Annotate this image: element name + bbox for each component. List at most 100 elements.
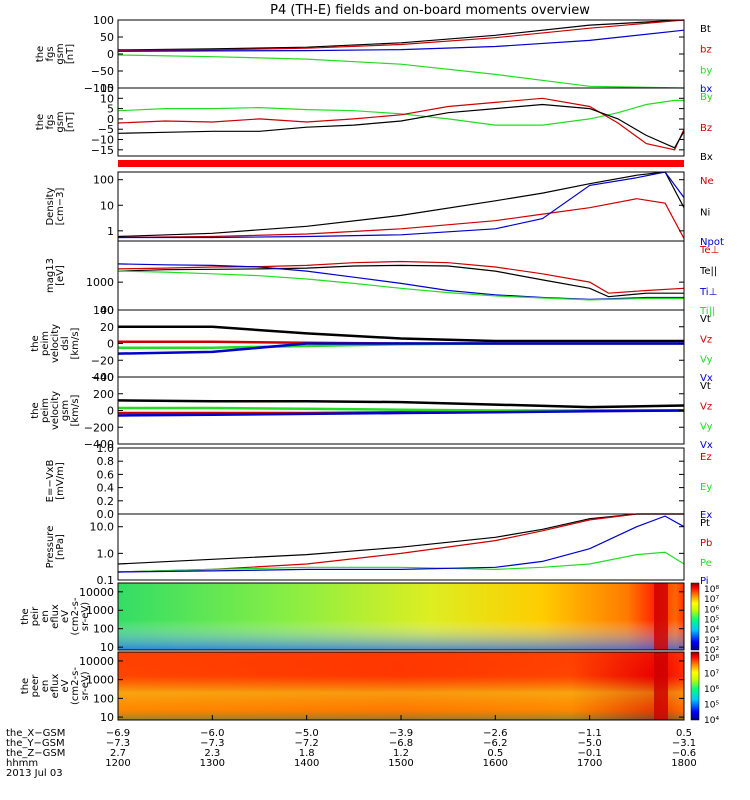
y-axis-label-line: [km/s] — [70, 327, 81, 359]
x-row-value: 1800 — [671, 758, 696, 769]
x-row-value: −6.2 — [483, 738, 507, 749]
colorbar-tick-label: 10³ — [704, 636, 719, 646]
legend-entry-bz: bz — [700, 45, 712, 56]
y-axis-label-line: peim — [40, 331, 51, 356]
y-axis-label-line: [km/s] — [70, 394, 81, 426]
y-tick-label: −50 — [91, 65, 114, 78]
legend-entry-Npot: Npot — [700, 237, 724, 248]
legend-entry-Vt: Vt — [700, 314, 711, 325]
series-line-Pb — [117, 513, 684, 573]
y-tick-label: −5 — [98, 123, 114, 136]
y-axis-label-line: (cm2-s- — [70, 667, 81, 705]
x-row-value: 2.3 — [204, 748, 220, 759]
y-tick-label: 50 — [100, 31, 114, 44]
colorbar-tick-label: 10⁷ — [704, 595, 719, 605]
series-line-Ni — [117, 171, 685, 238]
y-tick-label: 10 — [100, 711, 114, 724]
x-row-label: the_Y−GSM — [6, 738, 65, 749]
y-axis-label-line: mag13 — [45, 258, 56, 293]
series-line-Pe — [117, 551, 685, 573]
y-axis-label-line: E=−VxB — [45, 460, 56, 503]
y-axis-label-line: [nT] — [65, 44, 76, 64]
y-axis-label-line: the — [30, 335, 41, 351]
y-tick-label: 200 — [93, 388, 114, 401]
colorbar-tick-label: 10⁷ — [704, 670, 719, 680]
y-tick-label: 0.1 — [97, 574, 115, 587]
panel-frame — [117, 87, 685, 157]
y-tick-label: 10000 — [79, 586, 114, 599]
legend-entry-Ti⊥: Ti⊥ — [699, 287, 717, 298]
y-tick-label: −10 — [91, 134, 114, 147]
panel-peim_velocity_gsm: 400 200 0 −200 −400 the peim velocity gsm [km/s] V… — [30, 371, 713, 451]
y-tick-label: −400 — [84, 438, 114, 451]
panel-fgs_gse: 100 50 0 −50 −100 the fgs gsm [nT] Bt bz by bx — [35, 14, 712, 95]
legend-entry-Te||: Te|| — [699, 266, 717, 277]
y-tick-label: 1.0 — [97, 442, 115, 455]
x-row-value: −6.9 — [106, 728, 130, 739]
legend-entry-Vx: Vx — [700, 440, 713, 451]
y-tick-label: 15 — [100, 82, 114, 95]
x-row-value: 0.5 — [676, 728, 692, 739]
x-row-value: −0.6 — [672, 748, 696, 759]
series-line-Bx — [117, 103, 685, 149]
x-row-value: 2.7 — [110, 748, 126, 759]
y-axis-label-line: fgs — [45, 114, 56, 129]
x-row-label: the_Z−GSM — [6, 748, 65, 759]
panel-temperature: 1000 100 mag13 [eV] Te⊥ Te|| Ti⊥ Ti|| — [45, 240, 719, 317]
x-row-value: −2.6 — [483, 728, 507, 739]
legend-entry-Ex: Ex — [700, 510, 712, 521]
y-tick-label: 100 — [93, 304, 114, 317]
series-line-Bt — [117, 19, 685, 51]
legend-entry-Vy: Vy — [700, 422, 713, 433]
y-axis-label-line: gsm — [60, 400, 71, 421]
y-tick-label: −20 — [91, 354, 114, 367]
y-axis-label-line: sr-eV) — [80, 602, 91, 631]
x-row-value: 1200 — [105, 758, 130, 769]
figure-title: P4 (TH-E) fields and on-board moments ov… — [270, 3, 590, 18]
y-axis-label-line: the — [35, 46, 46, 62]
y-tick-label: −40 — [91, 371, 114, 384]
x-row-value: −1.1 — [578, 728, 602, 739]
y-tick-label: 1.0 — [97, 547, 115, 560]
legend-entry-Bz: Bz — [700, 123, 712, 134]
series-line-Te⊥ — [117, 260, 685, 294]
y-axis-label-line: peim — [40, 398, 51, 423]
series-line-bx — [117, 29, 685, 52]
series-line-By — [117, 99, 684, 126]
legend-entry-Te⊥: Te⊥ — [699, 245, 719, 256]
series-line-Vt — [117, 399, 685, 409]
y-tick-label: 40 — [100, 304, 114, 317]
colorbar-tick-label: 10⁶ — [704, 605, 719, 615]
panel-pressure: 10.0 1.0 0.1 Pressure [nPa] Pt Pb Pe Pi — [45, 513, 712, 587]
heatmap-band — [654, 652, 668, 720]
colorbar-tick-label: 10⁸ — [704, 654, 719, 664]
flag-bar — [118, 160, 684, 167]
colorbar — [690, 651, 700, 721]
x-row-label: hhmm — [6, 758, 38, 769]
y-axis-label-line: [cm−3] — [55, 188, 66, 226]
x-row-value: 1400 — [294, 758, 319, 769]
y-tick-label: 100 — [93, 174, 114, 187]
y-axis-label-line: [mV/m] — [55, 462, 66, 500]
colorbar-tick-label: 10⁵ — [704, 701, 719, 711]
x-row-value: −5.0 — [295, 728, 319, 739]
y-tick-label: 1000 — [86, 604, 114, 617]
y-axis-label-line: eflux — [50, 604, 61, 629]
series-line-Vt — [118, 325, 684, 343]
y-tick-label: 20 — [100, 321, 114, 334]
y-axis-label-line: eV — [60, 679, 71, 692]
legend-entry-Ez: Ez — [700, 452, 712, 463]
panel-flag_bar — [118, 160, 684, 167]
y-tick-label: 0.8 — [97, 455, 115, 468]
series-line-Ne — [117, 198, 685, 239]
panel-frame — [117, 513, 685, 581]
y-axis-label-line: en — [40, 610, 51, 623]
colorbar-tick-label: 10⁶ — [704, 685, 719, 695]
x-row-value: −3.9 — [389, 728, 413, 739]
legend-entry-Pt: Pt — [700, 518, 710, 529]
y-tick-label: 0 — [107, 405, 114, 418]
